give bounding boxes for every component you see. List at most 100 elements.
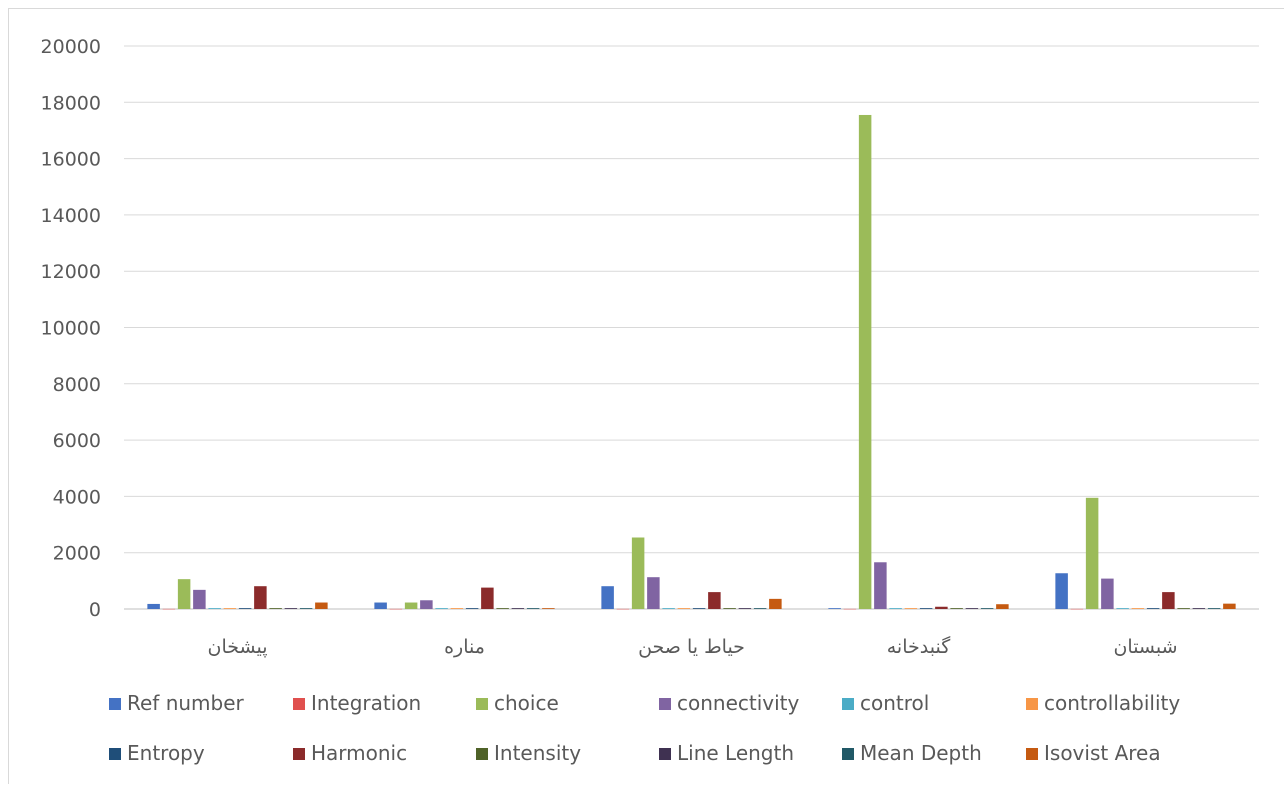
bar-connectivity [647, 577, 660, 609]
legend-swatch-integration [293, 698, 305, 710]
legend-swatch-connectivity [659, 698, 671, 710]
bar-line-length [284, 608, 298, 609]
bar-mean-depth [299, 608, 313, 609]
bar-harmonic [935, 606, 948, 609]
legend-label-entropy: Entropy [127, 741, 205, 765]
legend-swatch-control [842, 698, 854, 710]
bar-connectivity [193, 589, 206, 609]
x-category-label: مناره [444, 636, 485, 658]
legend-swatch-ref-number [109, 698, 121, 710]
bar-entropy [238, 608, 252, 609]
bar-line-length [965, 608, 979, 609]
bar-isovist-area [1223, 603, 1236, 609]
bar-entropy [919, 608, 933, 609]
legend-label-intensity: Intensity [494, 741, 581, 765]
bar-controllability [904, 608, 918, 609]
legend-swatch-choice [476, 698, 488, 710]
bar-entropy [692, 608, 706, 609]
bars [147, 114, 1236, 610]
legend-label-integration: Integration [311, 691, 421, 715]
y-tick-label: 20000 [41, 36, 101, 58]
y-axis: 0 2000 4000 6000 8000 10000 12000 14000 16000 180… [41, 36, 101, 621]
bar-integration [843, 608, 857, 610]
legend-swatch-harmonic [293, 748, 305, 760]
legend-swatch-mean-depth [842, 748, 854, 760]
bar-control [1116, 608, 1129, 609]
legend-label-line-length: Line Length [677, 741, 794, 765]
y-tick-label: 12000 [41, 261, 101, 283]
bar-intensity [1177, 608, 1190, 609]
bar-harmonic [481, 587, 494, 609]
bar-control [662, 608, 675, 609]
bar-isovist-area [542, 608, 555, 609]
legend-swatch-line-length [659, 748, 671, 760]
bar-controllability [1131, 608, 1145, 609]
bar-choice [858, 114, 872, 609]
y-tick-label: 8000 [53, 374, 101, 396]
x-axis: پیشخان مناره حیاط یا صحن گنبدخانه شبستان [208, 635, 1178, 658]
bar-choice [177, 579, 191, 609]
legend-label-control: control [860, 691, 929, 715]
y-tick-label: 2000 [53, 543, 101, 565]
bar-line-length [738, 608, 752, 609]
bar-integration [1070, 608, 1084, 610]
bar-mean-depth [753, 608, 767, 609]
y-tick-label: 18000 [41, 92, 101, 114]
bar-harmonic [708, 592, 721, 609]
bar-mean-depth [526, 608, 540, 609]
bar-chart: 0 2000 4000 6000 8000 10000 12000 14000 16000 180… [41, 36, 1259, 765]
bar-line-length [1192, 608, 1206, 609]
legend-swatch-intensity [476, 748, 488, 760]
bar-choice [404, 602, 418, 609]
bar-line-length [511, 608, 525, 609]
legend-swatch-isovist-area [1026, 748, 1038, 760]
legend-swatch-controllability [1026, 698, 1038, 710]
legend-label-isovist-area: Isovist Area [1044, 741, 1161, 765]
bar-harmonic [254, 586, 267, 609]
bar-integration [162, 608, 176, 610]
bar-mean-depth [980, 608, 994, 609]
y-tick-label: 6000 [53, 430, 101, 452]
y-tick-label: 10000 [41, 318, 101, 340]
bar-integration [616, 608, 630, 610]
bar-isovist-area [769, 598, 782, 609]
legend-label-controllability: controllability [1044, 691, 1180, 715]
y-tick-label: 4000 [53, 486, 101, 508]
legend-label-connectivity: connectivity [677, 691, 800, 715]
legend-label-ref-number: Ref number [127, 691, 245, 715]
gridlines [124, 45, 1259, 610]
bar-harmonic [1162, 592, 1175, 609]
bar-ref-number [374, 602, 387, 609]
bar-isovist-area [996, 604, 1009, 609]
bar-connectivity [874, 562, 887, 609]
legend: Ref number Integration choice connectivity c… [109, 691, 1180, 765]
x-category-label: حیاط یا صحن [638, 636, 745, 658]
bar-isovist-area [315, 602, 328, 609]
bar-controllability [223, 608, 237, 609]
legend-label-mean-depth: Mean Depth [860, 741, 982, 765]
bar-integration [389, 608, 403, 610]
bar-intensity [496, 608, 509, 609]
bar-connectivity [420, 600, 433, 609]
bar-entropy [1146, 608, 1160, 609]
legend-label-choice: choice [494, 691, 559, 715]
y-tick-label: 16000 [41, 149, 101, 171]
bar-ref-number [147, 603, 160, 609]
bar-intensity [723, 608, 736, 609]
x-category-label: شبستان [1113, 636, 1177, 658]
bar-ref-number [601, 586, 614, 609]
bar-control [889, 608, 902, 609]
bar-intensity [269, 608, 282, 609]
legend-label-harmonic: Harmonic [311, 741, 407, 765]
bar-control [208, 608, 221, 609]
bar-controllability [450, 608, 464, 609]
bar-ref-number [828, 608, 841, 609]
y-tick-label: 0 [89, 599, 101, 621]
bar-ref-number [1055, 573, 1068, 609]
y-tick-label: 14000 [41, 205, 101, 227]
x-category-label: گنبدخانه [887, 635, 951, 658]
chart-frame: 0 2000 4000 6000 8000 10000 12000 14000 16000 180… [8, 8, 1284, 784]
x-category-label: پیشخان [208, 636, 268, 658]
bar-choice [631, 537, 645, 609]
bar-entropy [465, 608, 479, 609]
